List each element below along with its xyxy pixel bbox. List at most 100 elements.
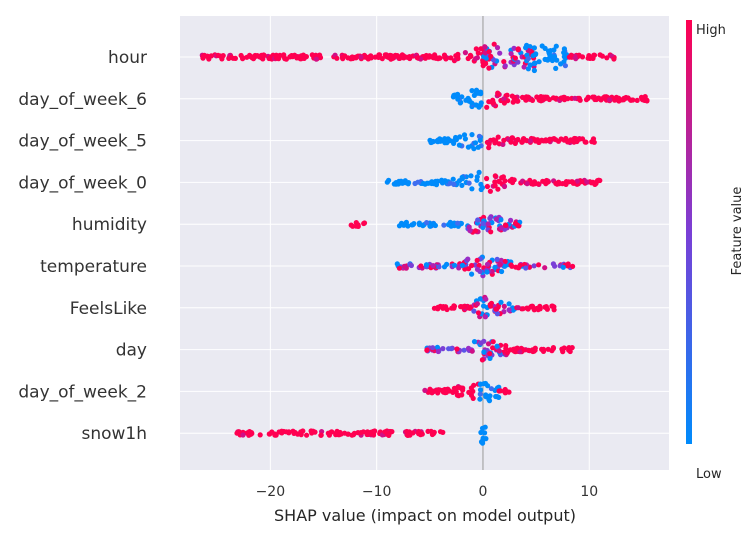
shap-dot bbox=[361, 220, 367, 227]
x-tick-label: 10 bbox=[580, 484, 598, 500]
shap-dot bbox=[430, 263, 436, 269]
shap-dot bbox=[273, 432, 279, 438]
shap-dot bbox=[536, 262, 542, 268]
shap-dot bbox=[484, 175, 490, 182]
shap-dot bbox=[386, 430, 392, 436]
shap-dot bbox=[493, 216, 499, 222]
shap-dot bbox=[529, 97, 536, 103]
shap-dot bbox=[439, 177, 445, 183]
shap-dot bbox=[424, 347, 430, 353]
shap-dot bbox=[435, 139, 441, 145]
feature-label: hour bbox=[108, 48, 147, 68]
shap-dot bbox=[493, 306, 499, 312]
plot-area bbox=[180, 16, 669, 470]
shap-dot bbox=[465, 55, 471, 62]
shap-dot bbox=[484, 104, 490, 110]
shap-dot bbox=[525, 306, 531, 312]
shap-dot bbox=[463, 97, 469, 103]
shap-dot bbox=[471, 308, 477, 314]
shap-dot bbox=[497, 50, 503, 56]
shap-dot bbox=[532, 137, 538, 143]
shap-dot bbox=[456, 142, 462, 148]
shap-dot bbox=[287, 54, 293, 60]
shap-dot bbox=[558, 95, 565, 101]
shap-dot bbox=[512, 140, 518, 146]
shap-dot bbox=[499, 175, 505, 181]
feature-label: snow1h bbox=[81, 424, 147, 444]
shap-dot bbox=[506, 307, 512, 313]
shap-dot bbox=[536, 59, 542, 65]
shap-dot bbox=[476, 133, 482, 139]
shap-dot bbox=[468, 173, 474, 179]
shap-dot bbox=[460, 385, 466, 391]
shap-dot bbox=[538, 98, 544, 104]
shap-dot bbox=[459, 174, 465, 180]
shap-dot bbox=[509, 93, 515, 99]
feature-row-dots bbox=[348, 214, 523, 235]
shap-dot bbox=[576, 52, 582, 58]
shap-dot bbox=[490, 339, 496, 345]
shap-dot bbox=[349, 54, 355, 61]
shap-dot bbox=[240, 55, 246, 61]
shap-dot bbox=[611, 56, 617, 62]
shap-dot bbox=[455, 55, 461, 62]
shap-dot bbox=[492, 264, 498, 270]
feature-row-dots bbox=[431, 294, 557, 320]
x-tick-label: −20 bbox=[256, 484, 286, 500]
shap-dot bbox=[532, 181, 538, 187]
shap-dot bbox=[423, 262, 430, 268]
shap-dot bbox=[527, 138, 534, 144]
shap-dot bbox=[215, 52, 221, 59]
shap-dot bbox=[462, 303, 468, 309]
shap-dot bbox=[471, 146, 477, 152]
shap-dot bbox=[540, 178, 546, 184]
feature-labels: hour day_of_week_6 day_of_week_5 day_of_wee… bbox=[18, 48, 147, 444]
shap-dot bbox=[498, 299, 504, 305]
shap-dot bbox=[478, 46, 484, 52]
shap-dot bbox=[477, 391, 483, 397]
shap-dot bbox=[405, 432, 411, 438]
shap-dot bbox=[544, 306, 551, 312]
shap-dot bbox=[572, 95, 578, 101]
shap-dot bbox=[382, 429, 388, 435]
shap-dot bbox=[477, 387, 484, 393]
shap-dot bbox=[220, 53, 226, 59]
shap-dot bbox=[496, 348, 502, 354]
shap-dot bbox=[466, 389, 472, 395]
shap-dot bbox=[486, 398, 493, 404]
shap-dot bbox=[334, 428, 340, 434]
shap-dot bbox=[482, 44, 488, 50]
shap-dot bbox=[396, 54, 402, 60]
shap-dot bbox=[422, 387, 428, 393]
shap-dot bbox=[569, 179, 575, 185]
shap-dot bbox=[418, 263, 424, 269]
shap-dot bbox=[502, 389, 508, 395]
x-tick-label: 0 bbox=[479, 484, 488, 500]
feature-label: day_of_week_0 bbox=[18, 173, 147, 193]
shap-dot bbox=[476, 169, 482, 175]
shap-dot bbox=[487, 303, 494, 309]
shap-dot bbox=[483, 296, 489, 302]
shap-dot bbox=[404, 428, 410, 435]
shap-dot bbox=[279, 430, 285, 436]
shap-dot bbox=[429, 179, 435, 185]
shap-dot bbox=[495, 91, 501, 97]
shap-dot bbox=[454, 346, 460, 352]
shap-dot bbox=[486, 49, 492, 55]
shap-dot bbox=[501, 100, 507, 106]
shap-dot bbox=[494, 256, 500, 262]
shap-dot bbox=[479, 357, 485, 363]
shap-dot bbox=[448, 55, 454, 61]
shap-dot bbox=[634, 97, 640, 103]
shap-dot bbox=[358, 54, 364, 60]
shap-dot bbox=[392, 52, 398, 58]
shap-dot bbox=[249, 430, 255, 437]
shap-dot bbox=[496, 388, 502, 394]
x-axis-title: SHAP value (impact on model output) bbox=[274, 506, 576, 525]
shap-dot bbox=[488, 229, 494, 235]
shap-dot bbox=[484, 183, 490, 190]
shap-dot bbox=[482, 314, 488, 320]
shap-dot bbox=[502, 178, 508, 184]
shap-dot bbox=[517, 262, 523, 268]
shap-dot bbox=[474, 266, 481, 272]
